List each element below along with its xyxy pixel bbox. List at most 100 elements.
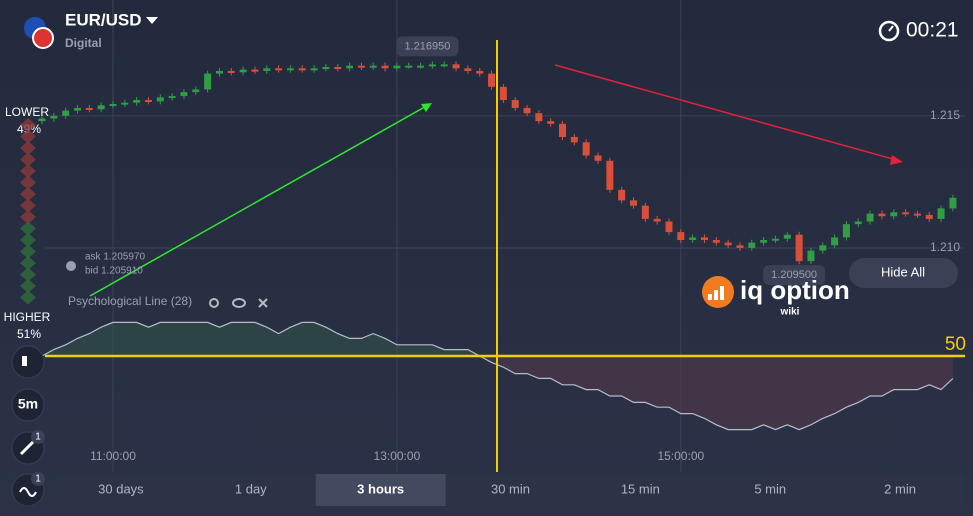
asset-type: Digital: [65, 36, 102, 50]
candle-body: [381, 65, 389, 69]
candle-body: [677, 232, 685, 241]
ask-price: ask 1.205970: [85, 252, 145, 263]
candle-body: [417, 65, 425, 68]
candle-body: [902, 212, 910, 215]
sentiment-diamond: [20, 210, 36, 224]
candle-body: [156, 97, 164, 102]
candle-body: [428, 64, 436, 67]
candle-body: [712, 240, 720, 243]
candle-body: [736, 245, 744, 248]
us-flag: [32, 27, 54, 49]
candle-body: [192, 89, 200, 93]
candle-body: [180, 92, 188, 97]
candle-body: [62, 110, 70, 116]
sentiment-diamond: [20, 290, 36, 305]
bid-price: bid 1.205910: [85, 266, 143, 277]
asset-dropdown[interactable]: [146, 17, 158, 24]
candle-body: [866, 213, 874, 222]
settings-icon[interactable]: [209, 298, 219, 308]
indicator-fill-low: [42, 356, 953, 430]
period-tab[interactable]: 15 min: [621, 481, 660, 496]
y-tick-label: 1.210: [930, 240, 960, 254]
period-tab[interactable]: 30 min: [491, 481, 530, 496]
candle-body: [357, 65, 365, 68]
sentiment-diamond: [20, 164, 36, 178]
remove-icon[interactable]: [258, 298, 268, 308]
up-arrow-head: [421, 103, 432, 112]
brand-sub: wiki: [780, 307, 800, 318]
hide-all-label[interactable]: Hide All: [881, 264, 925, 279]
candle-body: [97, 105, 105, 110]
sentiment-diamond: [20, 187, 36, 201]
candle-body: [239, 69, 247, 73]
candle-body: [488, 73, 496, 87]
price-marker-label: 1.209500: [771, 269, 817, 281]
sentiment-diamond: [20, 256, 36, 270]
candle-icon: [22, 356, 27, 366]
asset[interactable]: EUR/USD: [65, 10, 142, 29]
candle-body: [50, 115, 58, 119]
candle-body: [73, 107, 81, 111]
timeframe-button[interactable]: [11, 388, 45, 422]
badge: [31, 472, 45, 486]
candle-body: [346, 65, 354, 69]
badge: [31, 430, 45, 444]
candle-body: [310, 68, 318, 71]
candle-body: [890, 212, 898, 217]
candle-body: [535, 113, 543, 122]
candle-body: [298, 68, 306, 71]
timeframe[interactable]: 5m: [18, 396, 38, 412]
candle-body: [819, 245, 827, 251]
hide-all-button[interactable]: [849, 258, 958, 288]
candle-body: [215, 70, 223, 74]
candle-body: [913, 213, 921, 216]
candle-body: [452, 64, 460, 69]
period-tab[interactable]: 1 day: [235, 481, 267, 496]
candle-body: [263, 68, 271, 71]
candle-body: [440, 64, 448, 67]
candle-body: [523, 107, 531, 114]
candle-body: [144, 100, 152, 103]
candle-body: [807, 250, 815, 262]
higher-label: HIGHER: [4, 310, 51, 324]
sentiment-diamond: [20, 129, 36, 144]
visibility-icon[interactable]: [232, 298, 246, 308]
candle-body: [38, 118, 46, 122]
x-tick-label: 11:00:00: [90, 449, 136, 463]
sentiment-diamond: [20, 198, 36, 213]
y-tick-label: 1.215: [930, 108, 960, 122]
candle-body: [168, 96, 176, 99]
period-tab-active[interactable]: [315, 474, 446, 506]
sentiment-diamond: [20, 175, 36, 190]
indicator-level-label: 50: [945, 334, 966, 355]
candle-body: [405, 65, 413, 68]
period-tab[interactable]: 30 days: [98, 481, 144, 496]
candle-body: [109, 103, 117, 106]
wave-icon: [19, 487, 37, 497]
period-tab[interactable]: 5 min: [754, 481, 786, 496]
brand-logo-bars: [708, 286, 724, 300]
timer-hand: [888, 25, 894, 32]
chart-type-button[interactable]: [11, 345, 45, 379]
candle-body: [499, 86, 507, 101]
candle-body: [464, 68, 472, 71]
down-arrow: [554, 64, 901, 162]
pen-icon: [19, 440, 35, 456]
candle-body: [322, 67, 330, 70]
candle-body: [618, 189, 626, 201]
period-tab[interactable]: 3 hours: [357, 481, 404, 496]
candle-body: [878, 213, 886, 217]
badge-count: 1: [35, 432, 41, 443]
sentiment-diamond: [20, 244, 36, 259]
candle-body: [476, 70, 484, 74]
candle-body: [606, 160, 614, 190]
candle-body: [949, 197, 957, 209]
candle-body: [665, 221, 673, 233]
candle-body: [783, 234, 791, 239]
candle-body: [748, 242, 756, 248]
candle-body: [925, 214, 933, 219]
candle-body: [724, 242, 732, 246]
timer: 00:21: [906, 19, 959, 42]
period-tab[interactable]: 2 min: [884, 481, 916, 496]
